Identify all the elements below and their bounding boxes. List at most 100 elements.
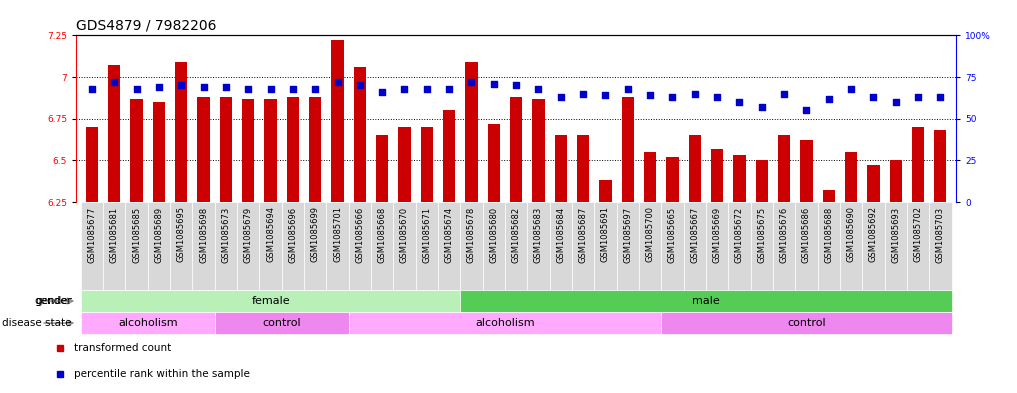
Bar [845,152,857,202]
Bar [394,202,416,290]
Point [352,82,368,88]
Bar [371,202,394,290]
Text: GSM1085678: GSM1085678 [467,206,476,263]
Point [419,86,435,92]
Bar [354,67,366,202]
Bar [130,99,142,202]
Bar [309,97,321,202]
Bar [751,202,773,290]
Point [307,86,323,92]
Bar [192,202,215,290]
Bar [935,130,947,202]
Text: GSM1085698: GSM1085698 [199,206,208,263]
Text: GSM1085694: GSM1085694 [266,206,275,263]
Bar [376,136,388,202]
Bar [349,312,661,334]
Bar [466,62,478,202]
Bar [818,202,840,290]
Bar [170,202,192,290]
Point [262,86,279,92]
Bar [800,140,813,202]
Bar [215,312,349,334]
Point [709,94,725,100]
Bar [862,202,885,290]
Bar [220,97,232,202]
Point [776,90,792,97]
Point [507,82,524,88]
Point [441,86,458,92]
Text: GSM1085693: GSM1085693 [891,206,900,263]
Bar [505,202,527,290]
Point [686,90,703,97]
Bar [175,62,187,202]
Bar [661,202,683,290]
Text: GSM1085700: GSM1085700 [646,206,655,263]
Bar [80,290,461,312]
Text: GSM1085683: GSM1085683 [534,206,543,263]
Point [240,86,256,92]
Bar [661,312,952,334]
Bar [616,202,639,290]
Text: GDS4879 / 7982206: GDS4879 / 7982206 [76,19,217,33]
Text: GSM1085692: GSM1085692 [869,206,878,263]
Text: GSM1085673: GSM1085673 [222,206,231,263]
Point [374,89,391,95]
Text: GSM1085687: GSM1085687 [579,206,588,263]
Bar [823,190,835,202]
Text: female: female [251,296,290,306]
Text: alcoholism: alcoholism [118,318,178,328]
Bar [326,202,349,290]
Bar [153,102,165,202]
Bar [108,65,120,202]
Point [218,84,234,90]
Text: GSM1085676: GSM1085676 [780,206,788,263]
Text: GSM1085669: GSM1085669 [713,206,722,263]
Text: GSM1085680: GSM1085680 [489,206,498,263]
Bar [287,97,299,202]
Point [798,107,815,114]
Point [642,92,658,99]
Bar [304,202,326,290]
Text: male: male [692,296,720,306]
Point [597,92,613,99]
Point [83,86,100,92]
Text: GSM1085702: GSM1085702 [913,206,922,263]
Text: GSM1085686: GSM1085686 [801,206,811,263]
Text: GSM1085688: GSM1085688 [824,206,833,263]
Text: alcoholism: alcoholism [475,318,535,328]
Point [910,94,926,100]
Bar [85,127,98,202]
Bar [689,136,701,202]
Text: GSM1085690: GSM1085690 [846,206,855,263]
Text: GSM1085684: GSM1085684 [556,206,565,263]
Bar [527,202,549,290]
Bar [421,127,433,202]
Bar [778,136,790,202]
Point [330,79,346,85]
Text: control: control [787,318,826,328]
Point [128,86,144,92]
Bar [242,99,254,202]
Text: GSM1085697: GSM1085697 [623,206,633,263]
Bar [461,202,483,290]
Bar [711,149,723,202]
Bar [733,155,745,202]
Bar [840,202,862,290]
Text: GSM1085695: GSM1085695 [177,206,186,263]
Bar [147,202,170,290]
Text: GSM1085665: GSM1085665 [668,206,677,263]
Bar [416,202,438,290]
Text: GSM1085691: GSM1085691 [601,206,610,263]
Bar [868,165,880,202]
Text: control: control [262,318,301,328]
Bar [483,202,505,290]
Text: GSM1085671: GSM1085671 [422,206,431,263]
Bar [639,202,661,290]
Point [195,84,212,90]
Text: GSM1085670: GSM1085670 [400,206,409,263]
Text: percentile rank within the sample: percentile rank within the sample [73,369,249,379]
Bar [773,202,795,290]
Point [530,86,546,92]
Text: GSM1085681: GSM1085681 [110,206,119,263]
Text: GSM1085696: GSM1085696 [289,206,297,263]
